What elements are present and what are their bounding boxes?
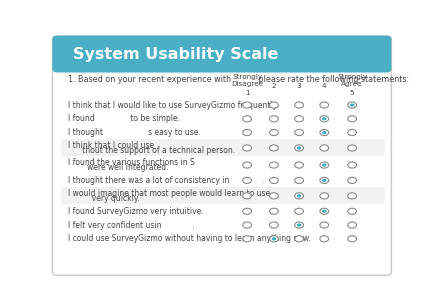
FancyBboxPatch shape xyxy=(52,36,391,275)
FancyBboxPatch shape xyxy=(61,140,385,156)
Text: very quickly.: very quickly. xyxy=(68,194,139,203)
Circle shape xyxy=(295,236,304,242)
Circle shape xyxy=(270,208,278,214)
Circle shape xyxy=(295,222,304,228)
Circle shape xyxy=(320,145,329,151)
Circle shape xyxy=(243,208,252,214)
Circle shape xyxy=(295,116,304,122)
Circle shape xyxy=(243,102,252,108)
Text: I think that I could use: I think that I could use xyxy=(68,141,173,150)
Circle shape xyxy=(350,103,354,107)
Circle shape xyxy=(320,177,329,184)
Circle shape xyxy=(297,194,301,197)
Text: 1. Based on your recent experience with           please rate the following stat: 1. Based on your recent experience with … xyxy=(68,75,409,84)
Circle shape xyxy=(320,116,329,122)
Circle shape xyxy=(295,193,304,199)
Text: I thought                   s easy to use.: I thought s easy to use. xyxy=(68,128,200,137)
Circle shape xyxy=(348,162,356,168)
Circle shape xyxy=(243,222,252,228)
Circle shape xyxy=(320,129,329,136)
Circle shape xyxy=(322,131,326,134)
Circle shape xyxy=(270,236,278,242)
Circle shape xyxy=(270,222,278,228)
Circle shape xyxy=(348,129,356,136)
Circle shape xyxy=(348,145,356,151)
Text: 4: 4 xyxy=(322,83,326,89)
Circle shape xyxy=(295,162,304,168)
Circle shape xyxy=(243,236,252,242)
Circle shape xyxy=(320,222,329,228)
Circle shape xyxy=(270,162,278,168)
Circle shape xyxy=(322,117,326,120)
Circle shape xyxy=(348,236,356,242)
Circle shape xyxy=(348,222,356,228)
Circle shape xyxy=(348,177,356,184)
Text: were well integrated.: were well integrated. xyxy=(68,163,168,172)
Text: thout the support of a technical person.: thout the support of a technical person. xyxy=(68,146,235,155)
Circle shape xyxy=(270,145,278,151)
Text: 5: 5 xyxy=(350,90,355,96)
Circle shape xyxy=(348,208,356,214)
Circle shape xyxy=(295,129,304,136)
Circle shape xyxy=(297,146,301,150)
Circle shape xyxy=(320,208,329,214)
Circle shape xyxy=(297,223,301,227)
Circle shape xyxy=(320,162,329,168)
Circle shape xyxy=(322,164,326,167)
Circle shape xyxy=(243,145,252,151)
Text: I would imagine that most people would learn to use: I would imagine that most people would l… xyxy=(68,188,279,197)
Circle shape xyxy=(270,116,278,122)
Text: I found SurveyGizmo very intuitive.: I found SurveyGizmo very intuitive. xyxy=(68,207,203,216)
Text: System Usability Scale: System Usability Scale xyxy=(73,47,278,62)
Text: I could use SurveyGizmo without having to learn anything new.: I could use SurveyGizmo without having t… xyxy=(68,234,310,243)
Text: I found               to be simple.: I found to be simple. xyxy=(68,114,180,123)
Circle shape xyxy=(348,116,356,122)
Circle shape xyxy=(322,210,326,213)
Circle shape xyxy=(320,102,329,108)
Text: I felt very confident usin             .: I felt very confident usin . xyxy=(68,221,194,229)
Circle shape xyxy=(348,102,356,108)
Text: I found the various functions in S: I found the various functions in S xyxy=(68,158,209,167)
Circle shape xyxy=(243,129,252,136)
FancyBboxPatch shape xyxy=(52,36,391,72)
Circle shape xyxy=(295,208,304,214)
Text: I think that I would like to use SurveyGizmo frequently.: I think that I would like to use SurveyG… xyxy=(68,100,278,110)
Circle shape xyxy=(320,193,329,199)
Circle shape xyxy=(295,145,304,151)
Circle shape xyxy=(243,177,252,184)
Circle shape xyxy=(243,193,252,199)
Circle shape xyxy=(270,129,278,136)
Text: 3: 3 xyxy=(297,83,301,89)
Circle shape xyxy=(271,237,276,240)
Circle shape xyxy=(270,177,278,184)
Text: Strongly
Disagree: Strongly Disagree xyxy=(231,74,263,87)
Circle shape xyxy=(270,193,278,199)
Circle shape xyxy=(243,116,252,122)
Circle shape xyxy=(243,162,252,168)
Text: 1: 1 xyxy=(245,90,249,96)
FancyBboxPatch shape xyxy=(61,187,385,205)
Circle shape xyxy=(320,236,329,242)
Text: Strongly
Agree: Strongly Agree xyxy=(337,74,367,87)
Circle shape xyxy=(295,102,304,108)
Circle shape xyxy=(270,102,278,108)
Circle shape xyxy=(348,193,356,199)
Text: I thought there was a lot of consistency in              .: I thought there was a lot of consistency… xyxy=(68,176,265,185)
Text: 2: 2 xyxy=(271,83,276,89)
Circle shape xyxy=(295,177,304,184)
Circle shape xyxy=(322,179,326,182)
